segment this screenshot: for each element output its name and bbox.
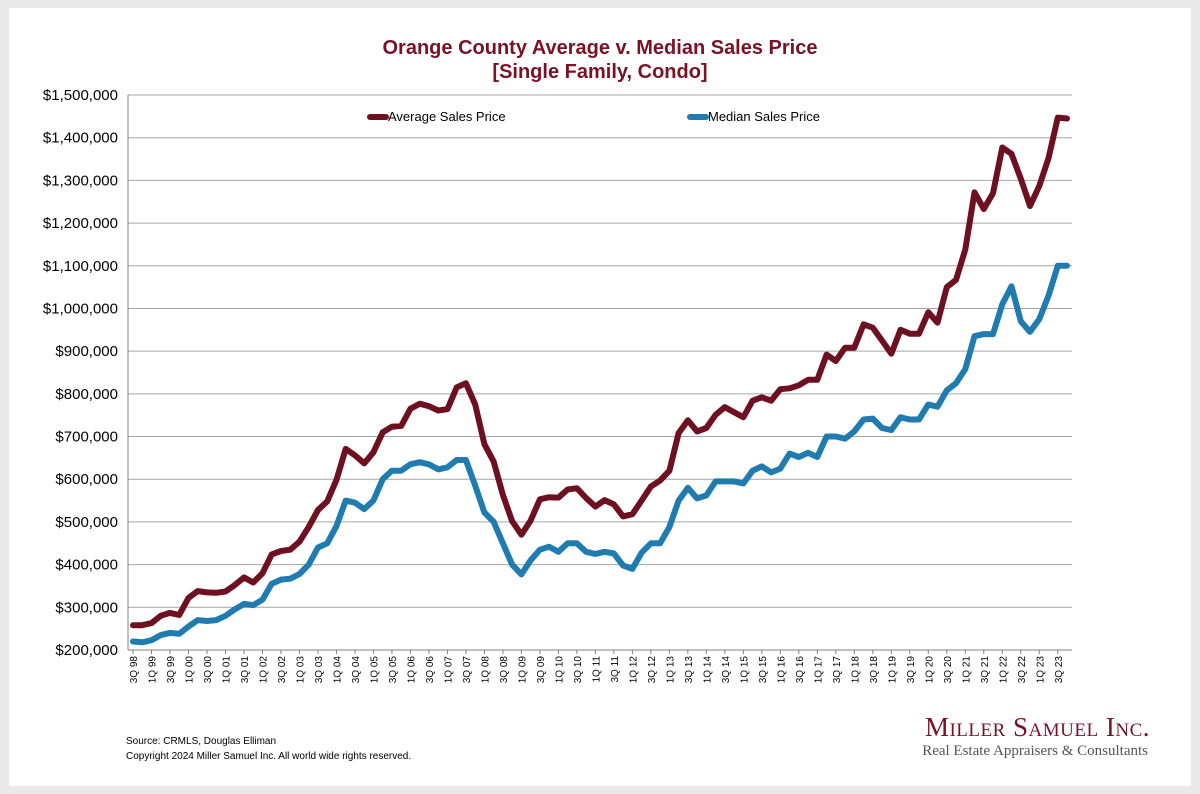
x-tick-label: 3Q 10: [573, 656, 584, 684]
source-note: Source: CRMLS, Douglas Elliman: [126, 736, 277, 747]
y-tick-label: $400,000: [55, 557, 118, 574]
x-tick-label: 3Q 14: [721, 656, 732, 684]
x-tick-label: 3Q 08: [499, 656, 510, 684]
y-tick-label: $1,500,000: [43, 87, 118, 104]
x-tick-label: 1Q 18: [850, 656, 861, 684]
company-tagline: Real Estate Appraisers & Consultants: [922, 743, 1148, 759]
x-tick-label: 3Q 98: [129, 656, 140, 684]
x-tick-label: 1Q 13: [665, 656, 676, 684]
x-tick-label: 1Q 00: [184, 656, 195, 684]
x-tick-label: 3Q 01: [240, 656, 251, 684]
y-tick-label: $800,000: [55, 386, 118, 403]
x-tick-label: 3Q 09: [536, 656, 547, 684]
x-tick-label: 1Q 02: [258, 656, 269, 684]
x-tick-label: 1Q 17: [813, 656, 824, 684]
x-tick-label: 1Q 99: [147, 656, 158, 684]
x-tick-label: 3Q 15: [758, 656, 769, 684]
x-tick-label: 3Q 03: [314, 656, 325, 684]
chart-title-line2: [Single Family, Condo]: [492, 61, 708, 83]
x-tick-label: 3Q 16: [795, 656, 806, 684]
x-tick-label: 3Q 12: [647, 656, 658, 684]
y-tick-label: $1,300,000: [43, 172, 118, 189]
median-sales-line: [130, 262, 1070, 646]
y-tick-label: $1,000,000: [43, 300, 118, 317]
x-tick-label: 3Q 02: [277, 656, 288, 684]
x-tick-label: 1Q 04: [332, 656, 343, 684]
x-tick-label: 1Q 07: [443, 656, 454, 684]
x-tick-label: 3Q 00: [203, 656, 214, 684]
y-tick-label: $600,000: [55, 471, 118, 488]
y-tick-label: $1,400,000: [43, 130, 118, 147]
x-tick-label: 3Q 04: [351, 656, 362, 684]
chart-title: Orange County Average v. Median Sales Pr…: [0, 36, 1200, 84]
x-tick-label: 1Q 03: [295, 656, 306, 684]
legend-label: Average Sales Price: [388, 109, 506, 124]
y-tick-label: $200,000: [55, 642, 118, 659]
x-tick-label: 1Q 12: [628, 656, 639, 684]
x-tick-label: 3Q 20: [943, 656, 954, 684]
y-tick-label: $1,100,000: [43, 258, 118, 275]
chart-title-line1: Orange County Average v. Median Sales Pr…: [382, 37, 818, 59]
x-tick-label: 1Q 10: [554, 656, 565, 684]
x-tick-label: 1Q 16: [776, 656, 787, 684]
x-tick-label: 3Q 05: [388, 656, 399, 684]
x-tick-label: 1Q 06: [406, 656, 417, 684]
x-tick-label: 1Q 19: [887, 656, 898, 684]
x-tick-label: 3Q 21: [980, 656, 991, 684]
x-tick-label: 1Q 15: [739, 656, 750, 684]
x-tick-label: 3Q 22: [1017, 656, 1028, 684]
x-tick-label: 3Q 19: [906, 656, 917, 684]
x-tick-label: 3Q 11: [610, 656, 621, 683]
x-tick-label: 3Q 99: [166, 656, 177, 684]
average-sales-line: [130, 114, 1070, 629]
x-tick-label: 1Q 22: [998, 656, 1009, 684]
legend-label: Median Sales Price: [708, 109, 820, 124]
x-tick-label: 1Q 09: [517, 656, 528, 684]
x-tick-label: 1Q 05: [369, 656, 380, 684]
company-logo: Miller Samuel Inc.: [924, 712, 1150, 742]
x-tick-label: 1Q 11: [591, 656, 602, 683]
copyright-note: Copyright 2024 Miller Samuel Inc. All wo…: [126, 751, 412, 762]
x-tick-label: 3Q 07: [462, 656, 473, 684]
y-tick-label: $700,000: [55, 429, 118, 446]
x-tick-label: 1Q 23: [1035, 656, 1046, 684]
y-tick-label: $1,200,000: [43, 215, 118, 232]
x-tick-label: 1Q 21: [961, 656, 972, 684]
x-tick-label: 1Q 01: [221, 656, 232, 684]
x-tick-label: 3Q 13: [684, 656, 695, 684]
y-tick-label: $500,000: [55, 514, 118, 531]
x-tick-label: 3Q 18: [869, 656, 880, 684]
y-tick-label: $900,000: [55, 343, 118, 360]
x-tick-label: 3Q 17: [832, 656, 843, 684]
x-tick-label: 3Q 23: [1054, 656, 1065, 684]
y-tick-label: $300,000: [55, 599, 118, 616]
x-tick-label: 1Q 20: [924, 656, 935, 684]
x-tick-label: 3Q 06: [425, 656, 436, 684]
x-tick-label: 1Q 08: [480, 656, 491, 684]
x-tick-label: 1Q 14: [702, 656, 713, 684]
